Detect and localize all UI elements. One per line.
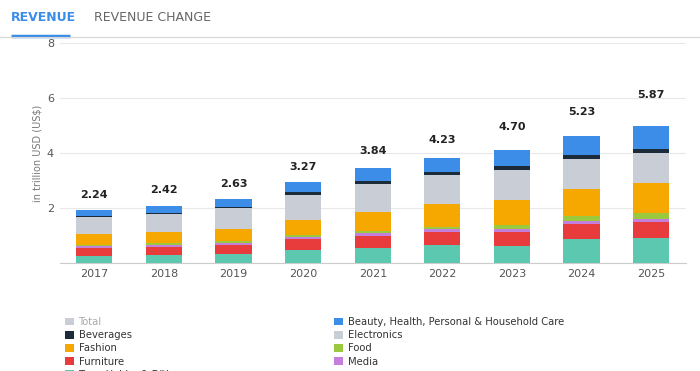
Bar [494,246,530,263]
Bar [285,239,321,250]
Bar [633,213,669,219]
Bar [633,126,669,149]
Text: 5.87: 5.87 [638,90,665,100]
Bar [285,195,321,220]
Bar [494,232,530,246]
Bar [564,155,600,158]
Bar [424,158,461,172]
Bar [494,200,530,225]
Bar [285,193,321,195]
Text: 2.63: 2.63 [220,179,247,189]
Bar [355,184,391,212]
Bar [355,168,391,181]
Bar [494,166,530,170]
Bar [216,199,251,207]
Bar [424,172,461,175]
Text: 4.23: 4.23 [428,135,456,145]
Bar [424,175,461,204]
Bar [424,204,461,227]
Bar [76,244,113,246]
Bar [216,241,251,243]
Bar [146,243,182,245]
Bar [146,255,182,263]
Bar [633,183,669,213]
Bar [355,181,391,184]
Bar [564,216,600,221]
Text: REVENUE: REVENUE [10,11,76,24]
Bar [76,248,113,256]
Bar [564,221,600,224]
Bar [285,182,321,193]
Bar [494,225,530,230]
Bar [355,236,391,248]
Bar [633,222,669,238]
Text: 5.23: 5.23 [568,108,595,118]
Bar [494,230,530,232]
Bar [76,256,113,263]
Bar [146,247,182,255]
Bar [633,149,669,153]
Bar [355,233,391,236]
Bar [285,250,321,263]
Bar [146,213,182,214]
Text: 2.42: 2.42 [150,185,178,195]
Legend: Beauty, Health, Personal & Household Care, Electronics, Food, Media: Beauty, Health, Personal & Household Car… [334,317,564,367]
Bar [285,220,321,235]
Bar [424,244,461,263]
Bar [146,214,182,232]
Text: 4.70: 4.70 [498,122,526,132]
Bar [76,234,113,244]
Text: 3.84: 3.84 [359,146,386,156]
Bar [494,150,530,166]
Bar [146,245,182,247]
Bar [564,224,600,239]
Bar [146,232,182,243]
Text: 3.27: 3.27 [290,161,317,171]
Bar [76,216,113,217]
Bar [424,227,461,230]
Bar [424,232,461,244]
Bar [494,170,530,200]
Bar [564,158,600,189]
Bar [146,206,182,213]
Bar [76,246,113,248]
Bar [564,189,600,216]
Bar [633,238,669,263]
Bar [76,210,113,216]
Bar [355,248,391,263]
Bar [564,136,600,155]
Bar [285,237,321,239]
Bar [216,207,251,209]
Bar [216,254,251,263]
Bar [564,239,600,263]
Text: REVENUE CHANGE: REVENUE CHANGE [94,11,211,24]
Bar [633,219,669,222]
Bar [76,217,113,234]
Bar [355,230,391,233]
Bar [424,230,461,232]
Bar [216,243,251,244]
Bar [633,153,669,183]
Bar [216,244,251,254]
Bar [285,235,321,237]
Bar [355,212,391,230]
Text: 2.24: 2.24 [80,190,108,200]
Y-axis label: in trillion USD (US$): in trillion USD (US$) [33,104,43,202]
Bar [216,209,251,229]
Bar [216,229,251,241]
